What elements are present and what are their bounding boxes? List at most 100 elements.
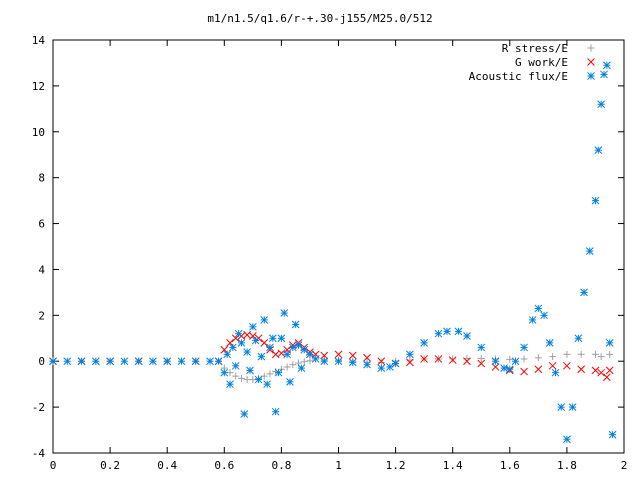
data-point — [266, 343, 274, 352]
legend-label: G work/E — [515, 56, 568, 69]
x-tick-label: 1.4 — [443, 459, 463, 472]
data-point — [591, 366, 600, 375]
data-point — [548, 361, 557, 370]
data-point — [266, 370, 274, 378]
data-point — [557, 403, 566, 411]
data-point — [234, 329, 243, 338]
data-point — [237, 339, 246, 347]
data-point — [603, 373, 611, 382]
series-1 — [49, 330, 614, 382]
legend-marker — [587, 72, 595, 80]
data-point — [206, 357, 214, 366]
data-point — [283, 350, 291, 359]
data-point — [283, 363, 291, 371]
data-point — [77, 357, 86, 366]
data-point — [434, 355, 443, 363]
y-tick-label: 2 — [38, 309, 45, 322]
data-point — [231, 361, 240, 370]
data-point — [511, 357, 520, 366]
legend-label: Acoustic flux/E — [469, 70, 568, 83]
data-point — [585, 247, 594, 255]
data-point — [260, 339, 269, 347]
data-point — [420, 339, 429, 347]
data-point — [534, 304, 543, 313]
data-point — [291, 320, 300, 329]
y-tick-label: 14 — [32, 34, 46, 47]
data-point — [149, 357, 157, 366]
data-point — [577, 365, 586, 374]
data-point — [406, 358, 414, 367]
data-point — [477, 343, 486, 352]
data-point — [231, 334, 240, 343]
y-tick-label: 12 — [32, 80, 45, 93]
data-point — [605, 339, 614, 347]
data-point — [320, 351, 329, 360]
data-point — [591, 196, 600, 205]
data-point — [568, 403, 577, 411]
data-point — [177, 357, 186, 366]
x-tick-label: 2 — [621, 459, 628, 472]
x-tick-label: 1 — [335, 459, 342, 472]
data-point — [563, 435, 571, 444]
data-point — [240, 410, 249, 418]
data-point — [311, 355, 320, 363]
data-point — [320, 357, 329, 366]
data-point — [434, 329, 443, 338]
data-point — [251, 336, 260, 345]
data-point — [377, 357, 386, 366]
y-tick-label: 8 — [38, 172, 45, 185]
data-point — [294, 341, 303, 350]
data-point — [443, 327, 451, 336]
data-point — [248, 332, 257, 340]
data-point — [594, 146, 603, 154]
data-point — [520, 355, 528, 363]
series-0 — [49, 350, 614, 384]
x-tick-label: 1.8 — [557, 459, 577, 472]
data-points — [49, 61, 617, 444]
data-point — [300, 345, 309, 354]
data-point — [391, 359, 400, 368]
legend-label: R stress/E — [502, 42, 568, 55]
data-point — [260, 316, 269, 324]
legend-marker — [587, 58, 595, 66]
y-tick-label: 6 — [38, 218, 45, 231]
data-point — [420, 355, 429, 363]
data-point — [223, 350, 232, 359]
data-point — [363, 353, 371, 362]
data-point — [549, 353, 557, 361]
data-point — [280, 309, 289, 317]
y-tick-label: -4 — [32, 447, 46, 460]
data-point — [377, 364, 386, 372]
data-point — [491, 363, 500, 371]
data-point — [191, 357, 200, 366]
data-point — [63, 357, 72, 366]
data-point — [226, 380, 234, 389]
x-tick-label: 1.2 — [386, 459, 406, 472]
data-point — [348, 358, 357, 367]
x-tick-label: 0 — [50, 459, 57, 472]
data-point — [246, 366, 254, 375]
plot-frame — [52, 39, 625, 454]
data-point — [603, 61, 611, 70]
data-point — [577, 350, 585, 358]
data-point — [49, 357, 57, 366]
data-point — [608, 430, 617, 439]
data-point — [243, 348, 251, 356]
data-point — [505, 365, 514, 374]
y-tick-label: -2 — [32, 401, 45, 414]
data-point — [232, 372, 240, 380]
data-point — [534, 354, 542, 362]
data-point — [534, 365, 543, 374]
data-point — [220, 368, 229, 377]
data-point — [257, 352, 266, 361]
data-point — [248, 322, 257, 331]
chart-title: m1/n1.5/q1.6/r-+.30-j155/M25.0/512 — [207, 12, 432, 25]
y-tick-label: 10 — [32, 126, 45, 139]
data-point — [237, 374, 245, 382]
data-point — [506, 355, 514, 363]
y-tick-label: 4 — [38, 263, 45, 276]
data-point — [551, 368, 560, 377]
